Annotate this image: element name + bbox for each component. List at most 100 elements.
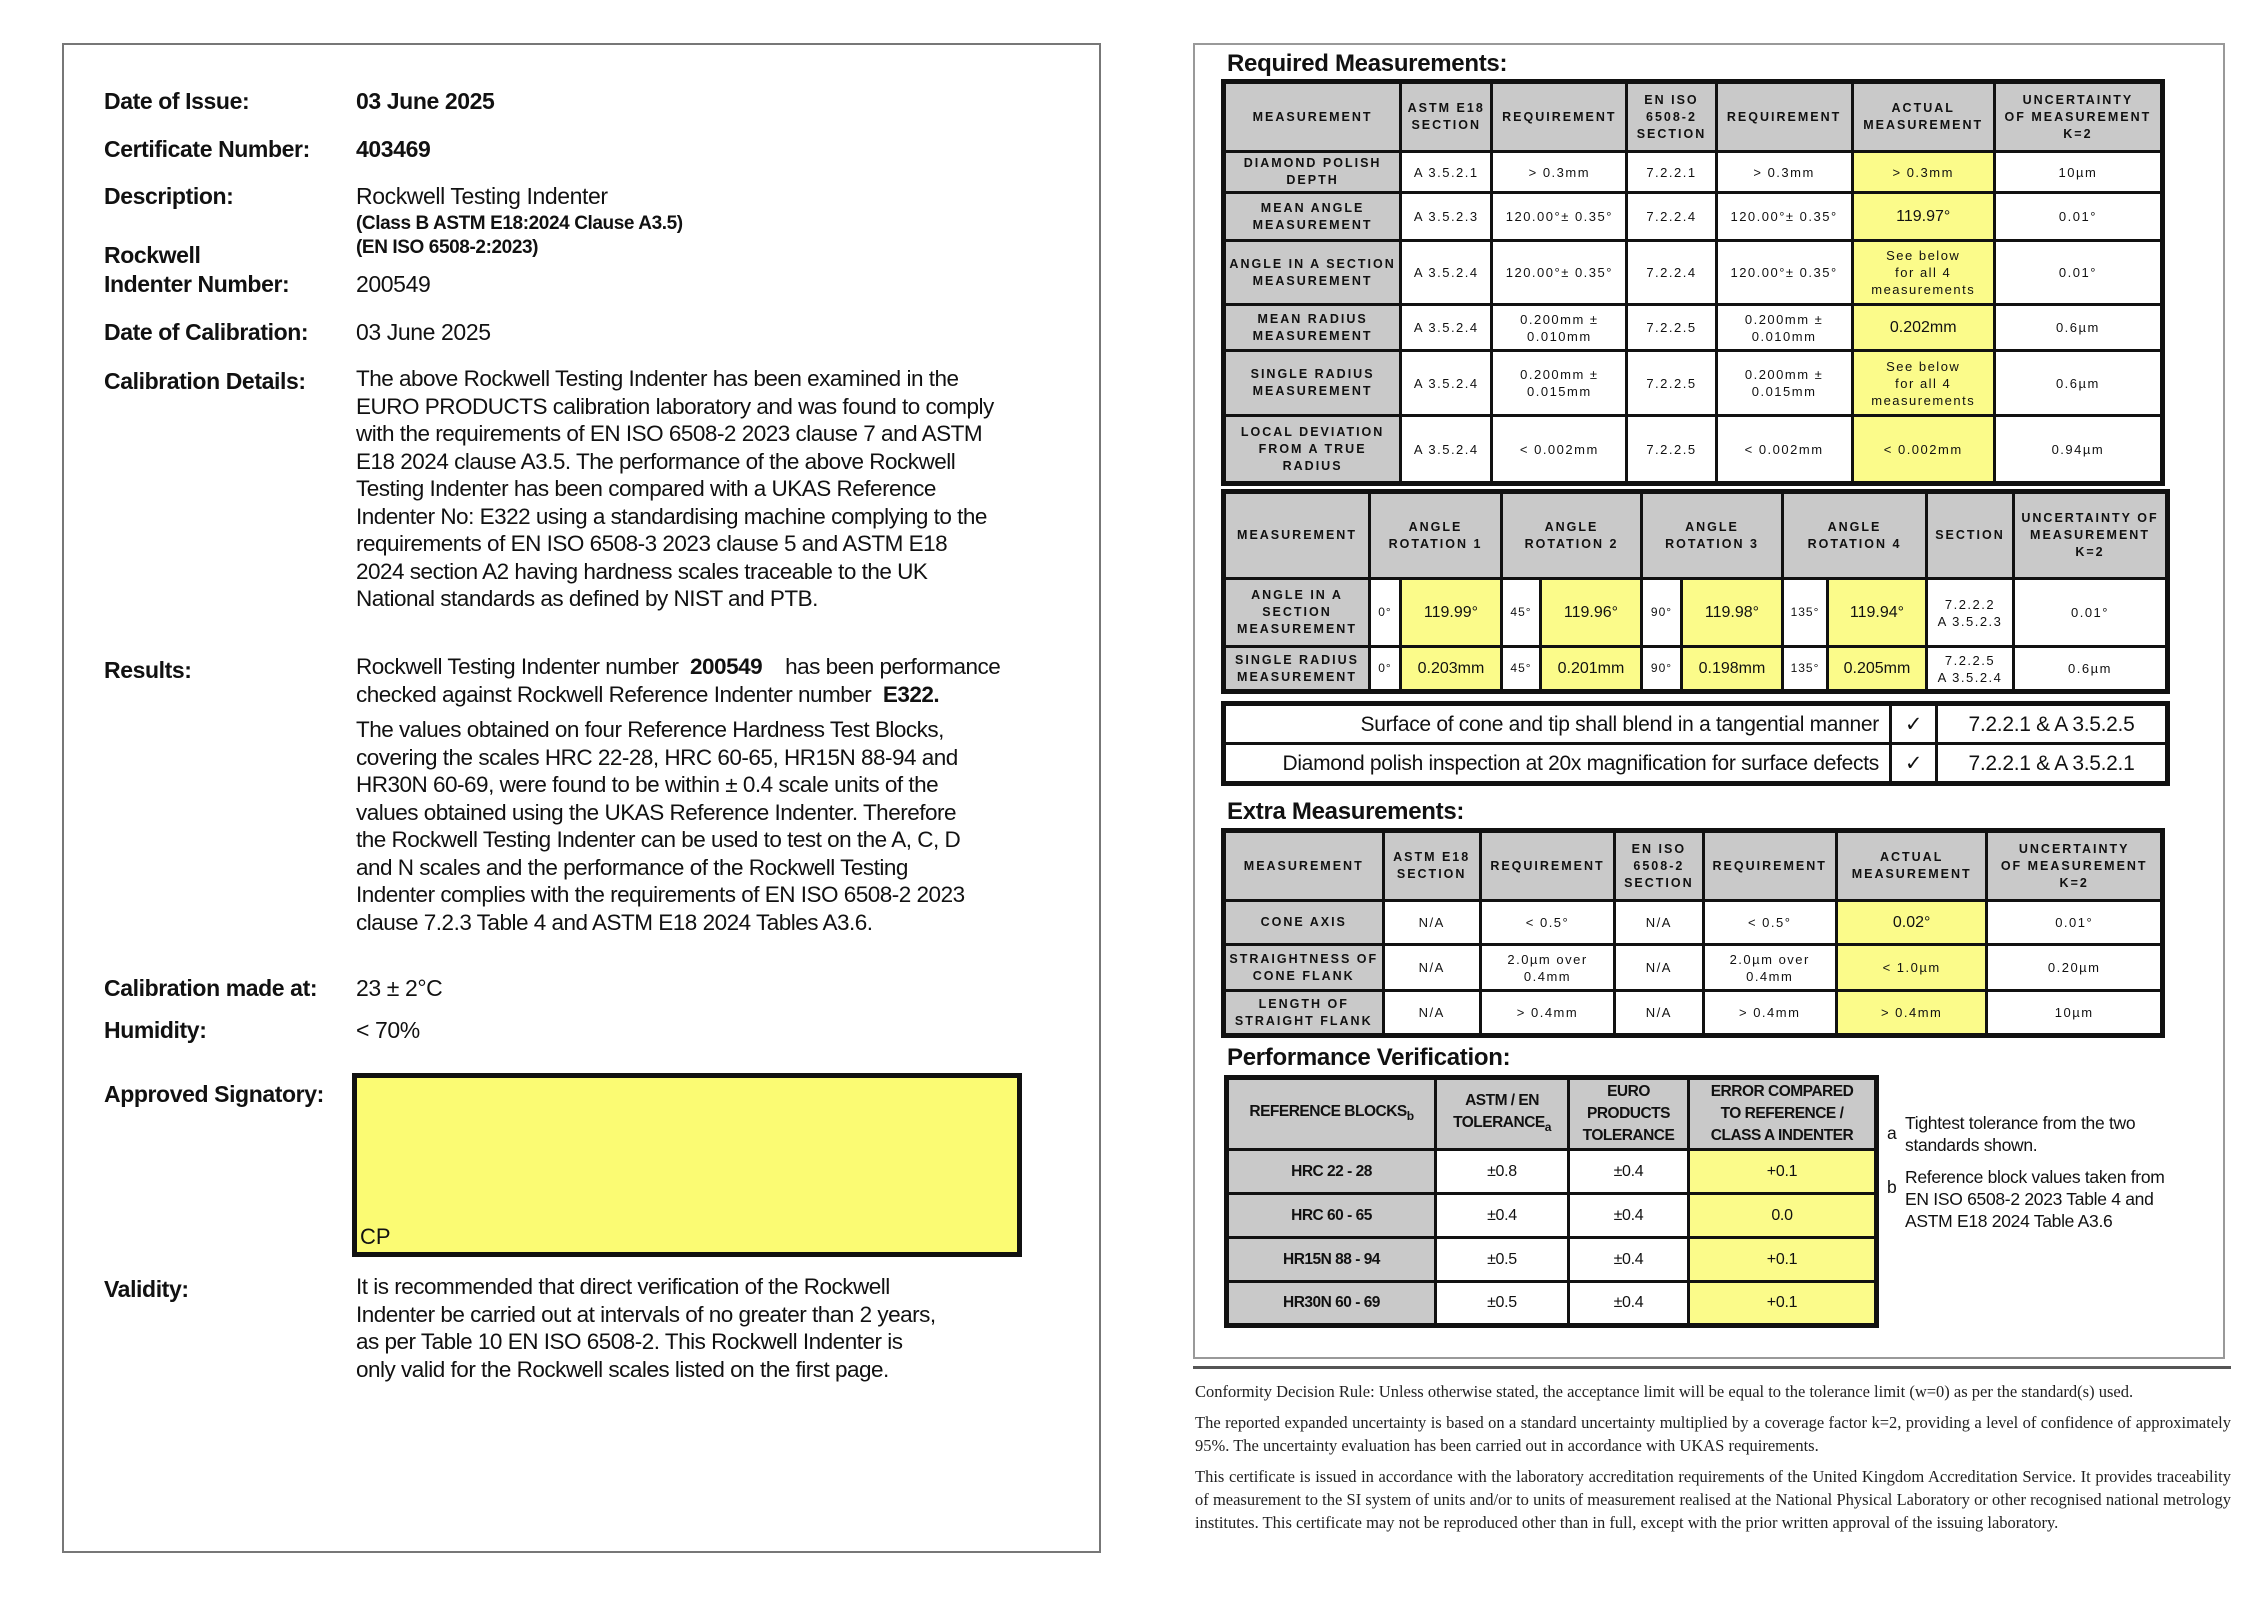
table-cell: 120.00°± 0.35° xyxy=(1490,191,1629,242)
text-line: The above Rockwell Testing Indenter has … xyxy=(356,366,959,391)
results-text-1: Rockwell Testing Indenter number xyxy=(356,654,679,679)
date-of-issue-value: 03 June 2025 xyxy=(356,88,495,114)
approved-signatory-label: Approved Signatory: xyxy=(104,1081,324,1107)
table-cell: > 0.4mm xyxy=(1478,989,1617,1037)
uncertainty-cell: 0.01° xyxy=(2012,577,2169,648)
table-cell: 10µm xyxy=(1992,150,2165,194)
extra-measurements-title: Extra Measurements: xyxy=(1227,798,1465,825)
table-cell: A 3.5.2.4 xyxy=(1399,414,1494,485)
column-header: SECTION xyxy=(1925,490,2015,580)
table-cell: 0.6µm xyxy=(1992,349,2165,417)
column-header: REQUIREMENT xyxy=(1478,829,1617,902)
rotation-value: 0.205mm xyxy=(1826,645,1928,693)
row-label: MEAN ANGLE MEASUREMENT xyxy=(1221,191,1403,242)
table-cell: N/A xyxy=(1381,943,1482,992)
table-cell: 0.01° xyxy=(1992,191,2165,242)
table-row: HR30N 60 - 69 ±0.5 ±0.4 +0.1 xyxy=(1225,1280,1878,1327)
reference-block: HRC 22 - 28 xyxy=(1225,1148,1437,1195)
check-mark-icon: ✓ xyxy=(1889,702,1938,745)
tolerance-value: ±0.4 xyxy=(1567,1236,1690,1283)
check-reference: 7.2.2.1 & A 3.5.2.1 xyxy=(1935,742,2169,785)
rotation-value: 0.201mm xyxy=(1539,645,1643,693)
text-line: Indenter be carried out at intervals of … xyxy=(356,1301,936,1327)
rotation-angle: 90° xyxy=(1640,577,1683,648)
table-cell: 120.00°± 0.35° xyxy=(1714,239,1854,306)
certificate-page-left xyxy=(62,43,1101,1553)
column-header: REFERENCE BLOCKSb xyxy=(1225,1076,1437,1151)
actual-measurement-cell: 0.02° xyxy=(1834,899,1989,946)
performance-verification-title: Performance Verification: xyxy=(1227,1044,1511,1071)
column-header: ASTM E18 SECTION xyxy=(1381,829,1482,902)
description-value: Rockwell Testing Indenter xyxy=(356,183,608,209)
column-header: ASTM / EN TOLERANCEa xyxy=(1434,1076,1570,1151)
table-cell: 7.2.2.5 xyxy=(1625,303,1718,352)
text-line: requirements of EN ISO 6508-3 2023 claus… xyxy=(356,531,948,556)
row-label: STRAIGHTNESS OF CONE FLANK xyxy=(1222,943,1385,992)
table-cell: 0.200mm ± 0.015mm xyxy=(1714,349,1854,417)
column-header: ASTM E18 SECTION xyxy=(1399,80,1494,153)
column-header: MEASUREMENT xyxy=(1222,490,1371,580)
certificate-number-label: Certificate Number: xyxy=(104,136,310,162)
signature-box: CP xyxy=(352,1073,1022,1257)
rotation-angle: 90° xyxy=(1640,645,1683,693)
row-label: ANGLE IN A SECTION MEASUREMENT xyxy=(1222,577,1371,648)
column-header: MEASUREMENT xyxy=(1221,80,1403,153)
table-row: CONE AXIS N/A < 0.5° N/A < 0.5° 0.02° 0.01° xyxy=(1222,899,2164,946)
table-row: SINGLE RADIUS MEASUREMENT 0° 0.203mm 45° 0.2… xyxy=(1222,645,2169,693)
tolerance-value: ±0.4 xyxy=(1567,1148,1690,1195)
actual-measurement-cell: See below for all 4 measurements xyxy=(1850,239,1996,306)
validity-text: It is recommended that direct verificati… xyxy=(356,1273,936,1383)
rotation-value: 119.94° xyxy=(1826,577,1928,648)
table-cell: N/A xyxy=(1381,899,1482,946)
table-cell: N/A xyxy=(1613,989,1705,1037)
results-text-2: has been performance xyxy=(785,654,1001,679)
column-header: UNCERTAINTY OF MEASUREMENT K=2 xyxy=(1992,80,2165,153)
indenter-number-value: 200549 xyxy=(356,271,431,297)
table-cell: A 3.5.2.4 xyxy=(1399,303,1494,352)
column-header: ERROR COMPARED TO REFERENCE / CLASS A IN… xyxy=(1687,1076,1878,1151)
table-cell: 0.200mm ± 0.010mm xyxy=(1714,303,1854,352)
error-value: +0.1 xyxy=(1687,1148,1878,1195)
table-cell: A 3.5.2.3 xyxy=(1399,191,1494,242)
results-reference-number: E322. xyxy=(882,681,940,707)
row-label: SINGLE RADIUS MEASUREMENT xyxy=(1221,349,1403,417)
note-a-text: Tightest tolerance from the two standard… xyxy=(1905,1113,2136,1155)
text-line: only valid for the Rockwell scales liste… xyxy=(356,1356,889,1382)
results-label: Results: xyxy=(104,657,192,683)
column-header-text: EURO PRODUCTS TOLERANCE xyxy=(1582,1083,1675,1144)
footnote-marker: b xyxy=(1406,1109,1414,1124)
rotation-angle: 0° xyxy=(1368,577,1402,648)
column-header: REQUIREMENT xyxy=(1701,829,1838,902)
note-b-text: Reference block values taken from EN ISO… xyxy=(1905,1167,2165,1231)
actual-measurement-cell: < 0.002mm xyxy=(1850,414,1996,485)
text-line: as per Table 10 EN ISO 6508-2. This Rock… xyxy=(356,1329,903,1354)
table-cell: 120.00°± 0.35° xyxy=(1490,239,1629,306)
table-cell: 0.01° xyxy=(1985,899,2164,946)
uncertainty-cell: 0.6µm xyxy=(2012,645,2169,693)
calibration-made-at-label: Calibration made at: xyxy=(104,975,318,1001)
column-header-text: ASTM / EN TOLERANCE xyxy=(1453,1091,1545,1131)
column-header: EN ISO 6508-2 SECTION xyxy=(1625,80,1718,153)
table-cell: 7.2.2.4 xyxy=(1625,191,1718,242)
table-row: MEAN RADIUS MEASUREMENT A 3.5.2.4 0.200mm … xyxy=(1221,303,2165,352)
column-header: ANGLE ROTATION 1 xyxy=(1368,490,1503,580)
table-cell: 120.00°± 0.35° xyxy=(1714,191,1854,242)
actual-measurement-cell: 119.97° xyxy=(1850,191,1996,242)
text-line: covering the scales HRC 22-28, HRC 60-65… xyxy=(356,744,958,770)
table-row: ANGLE IN A SECTION MEASUREMENT 0° 119.99° 4… xyxy=(1222,577,2169,648)
results-text-3: checked against Rockwell Reference Inden… xyxy=(356,681,872,707)
row-label: SINGLE RADIUS MEASUREMENT xyxy=(1222,645,1371,693)
rotation-angle: 135° xyxy=(1781,645,1829,693)
certificate-number-value: 403469 xyxy=(356,136,431,162)
text-line: EURO PRODUCTS calibration laboratory and… xyxy=(356,393,994,419)
table-cell: 7.2.2.4 xyxy=(1625,239,1718,306)
required-measurements-title: Required Measurements: xyxy=(1227,50,1508,77)
table-row: HR15N 88 - 94 ±0.5 ±0.4 +0.1 xyxy=(1225,1236,1878,1283)
check-description: Diamond polish inspection at 20x magnifi… xyxy=(1222,742,1892,785)
angle-rotation-table: MEASUREMENT ANGLE ROTATION 1 ANGLE ROTATIO… xyxy=(1221,489,2170,694)
column-header: UNCERTAINTY OF MEASUREMENT K=2 xyxy=(1985,829,2164,902)
tolerance-value: ±0.5 xyxy=(1434,1280,1570,1327)
results-text: The values obtained on four Reference Ha… xyxy=(356,716,965,936)
tolerance-value: ±0.8 xyxy=(1434,1148,1570,1195)
row-label: MEAN RADIUS MEASUREMENT xyxy=(1221,303,1403,352)
